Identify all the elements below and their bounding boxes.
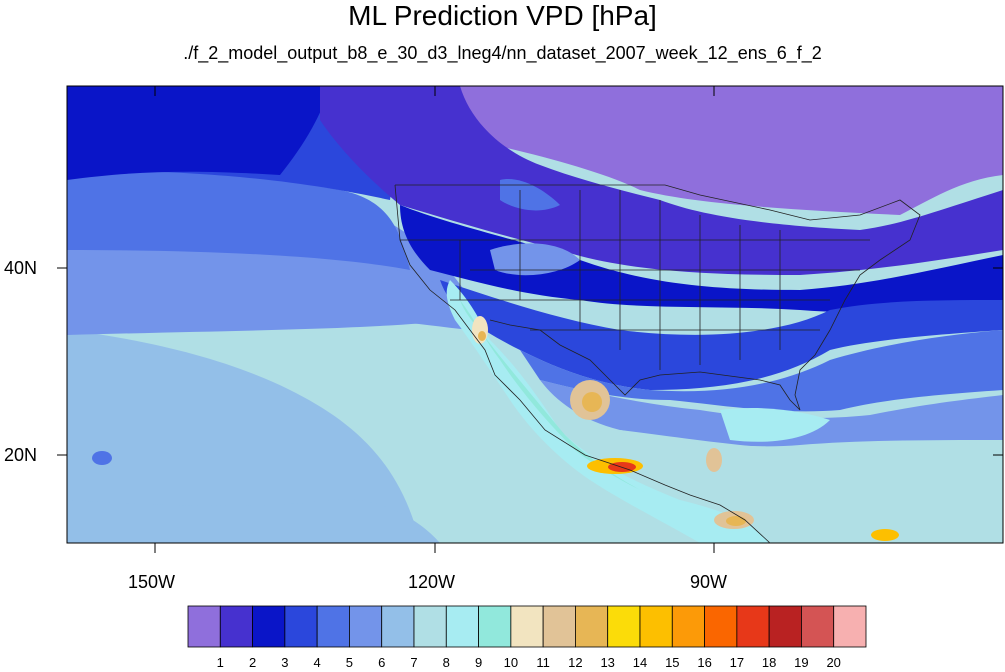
colorbar-swatch: [704, 605, 738, 648]
colorbar-swatch: [768, 605, 802, 648]
colorbar-tick-label: 17: [729, 655, 745, 670]
colorbar-swatch: [575, 605, 609, 648]
lat-label-40n: 40N: [4, 258, 38, 278]
lon-label-120w: 120W: [408, 572, 456, 592]
colorbar-swatch: [607, 605, 641, 648]
map-title: ML Prediction VPD [hPa]: [348, 0, 657, 31]
colorbar-tick-label: 10: [503, 655, 519, 670]
colorbar-swatch: [639, 605, 673, 648]
colorbar-swatch: [736, 605, 770, 648]
colorbar-swatch: [381, 605, 415, 648]
colorbar-swatch: [316, 605, 350, 648]
colorbar-swatch: [284, 605, 318, 648]
colorbar-tick-label: 11: [536, 655, 550, 670]
lon-label-90w: 90W: [690, 572, 728, 592]
lat-label-20n: 20N: [4, 445, 38, 465]
colorbar-tick-label: 16: [697, 655, 712, 670]
coastlines-borders: [394, 184, 921, 543]
colorbar-tick-label: 8: [442, 655, 450, 670]
colorbar-swatch: [542, 605, 576, 648]
colorbar-tick-label: 9: [474, 655, 483, 670]
lon-label-150w: 150W: [128, 572, 176, 592]
map-subtitle: ./f_2_model_output_b8_e_30_d3_lneg4/nn_d…: [183, 43, 822, 63]
colorbar-tick-label: 12: [568, 655, 583, 670]
colorbar-tick-label: 20: [826, 655, 841, 670]
colorbar-tick-label: 7: [410, 655, 418, 670]
colorbar-swatch: [445, 605, 479, 648]
colorbar-swatch: [349, 605, 383, 648]
vpd-field: [67, 86, 1003, 543]
colorbar-tick-label: 2: [248, 655, 257, 670]
colorbar-tick-label: 1: [216, 655, 224, 670]
colorbar-tick-label: 14: [632, 655, 648, 670]
colorbar-tick-label: 6: [378, 655, 386, 670]
colorbar-tick-label: 18: [761, 655, 777, 670]
colorbar-swatch: [671, 605, 705, 648]
colorbar-tick-label: 13: [600, 655, 615, 670]
colorbar-tick-label: 5: [345, 655, 353, 670]
colorbar-swatch: [187, 605, 221, 648]
colorbar-swatch: [413, 605, 447, 648]
colorbar-swatch: [252, 605, 286, 648]
colorbar-swatch: [801, 605, 835, 648]
colorbar-swatch: [219, 605, 253, 648]
colorbar-tick-label: 3: [281, 655, 289, 670]
colorbar: [187, 605, 867, 648]
colorbar-swatch: [833, 605, 867, 648]
map-frame: [66, 85, 1004, 544]
axis-ticks: [57, 86, 1003, 553]
colorbar-tick-label: 19: [794, 655, 809, 670]
colorbar-tick-label: 4: [313, 655, 321, 670]
colorbar-swatch: [510, 605, 544, 648]
colorbar-tick-label: 15: [665, 655, 680, 670]
colorbar-swatch: [478, 605, 512, 648]
